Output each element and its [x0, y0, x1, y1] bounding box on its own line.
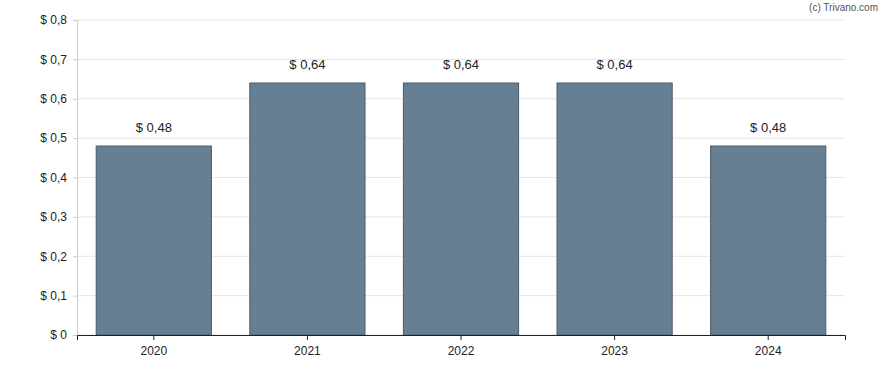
x-tick: 2023 — [601, 335, 628, 358]
bar — [557, 83, 672, 335]
annotation: (c) Trivano.com — [809, 2, 878, 13]
y-axis-line — [73, 21, 78, 336]
x-tick: 2024 — [755, 335, 782, 358]
y-tick-mark — [73, 99, 77, 100]
y-tick-label: $ 0,7 — [40, 53, 67, 67]
x-axis: 2020 2021 2022 2023 2024 — [78, 335, 846, 358]
y-tick-label: $ 0 — [50, 328, 67, 342]
x-tick-label: 2023 — [601, 344, 628, 358]
y-tick-mark — [73, 256, 77, 257]
y-tick: $ 0,4 — [40, 171, 77, 185]
data-label: $ 0,48 — [136, 120, 172, 135]
y-tick-label: $ 0,8 — [40, 13, 67, 27]
y-tick-mark — [73, 59, 77, 60]
y-tick-label: $ 0,1 — [40, 289, 67, 303]
y-tick: $ 0 — [50, 328, 77, 342]
x-tick: 2020 — [140, 335, 167, 358]
y-tick-mark — [73, 217, 77, 218]
x-tick-label: 2021 — [294, 344, 321, 358]
bars — [96, 83, 826, 335]
y-tick: $ 0,7 — [40, 53, 77, 67]
x-tick: 2022 — [448, 335, 475, 358]
x-tick-mark — [307, 335, 308, 340]
y-tick: $ 0,8 — [40, 13, 77, 27]
y-axis: $ 0 $ 0,1 $ 0,2 $ 0,3 $ 0,4 $ 0,5 $ 0,6 $ 0,7 $ … — [40, 13, 77, 342]
y-tick-label: $ 0,4 — [40, 171, 67, 185]
y-tick-label: $ 0,3 — [40, 210, 67, 224]
y-tick: $ 0,2 — [40, 250, 77, 264]
grid-line — [77, 20, 845, 21]
y-tick-mark — [73, 178, 77, 179]
x-tick: 2021 — [294, 335, 321, 358]
y-tick: $ 0,3 — [40, 210, 77, 224]
data-labels: $ 0,48 $ 0,64 $ 0,64 $ 0,64 $ 0,48 — [136, 57, 787, 135]
bar — [96, 146, 211, 335]
y-tick: $ 0,1 — [40, 289, 77, 303]
y-tick: $ 0,5 — [40, 131, 77, 145]
data-label: $ 0,64 — [443, 57, 479, 72]
x-tick-label: 2022 — [448, 344, 475, 358]
y-tick-label: $ 0,5 — [40, 131, 67, 145]
chart: $ 0 $ 0,1 $ 0,2 $ 0,3 $ 0,4 $ 0,5 $ 0,6 $ 0,7 $ … — [0, 0, 888, 370]
x-axis-line — [78, 336, 846, 341]
x-tick-label: 2024 — [755, 344, 782, 358]
y-tick-label: $ 0,6 — [40, 92, 67, 106]
x-tick-mark — [614, 335, 615, 340]
y-tick-mark — [73, 20, 77, 21]
data-label: $ 0,64 — [597, 57, 633, 72]
x-tick-mark — [153, 335, 154, 340]
x-tick-mark — [461, 335, 462, 340]
bar — [250, 83, 365, 335]
y-tick-mark — [73, 296, 77, 297]
x-tick-label: 2020 — [140, 344, 167, 358]
y-tick-mark — [73, 335, 77, 336]
x-tick-mark — [768, 335, 769, 340]
data-label: $ 0,64 — [289, 57, 325, 72]
plot: $ 0 $ 0,1 $ 0,2 $ 0,3 $ 0,4 $ 0,5 $ 0,6 $ 0,7 $ … — [40, 13, 845, 357]
bar — [711, 146, 826, 335]
y-tick-mark — [73, 138, 77, 139]
y-tick-label: $ 0,2 — [40, 250, 67, 264]
grid — [77, 20, 845, 335]
data-label: $ 0,48 — [750, 120, 786, 135]
y-tick: $ 0,6 — [40, 92, 77, 106]
bar — [403, 83, 518, 335]
